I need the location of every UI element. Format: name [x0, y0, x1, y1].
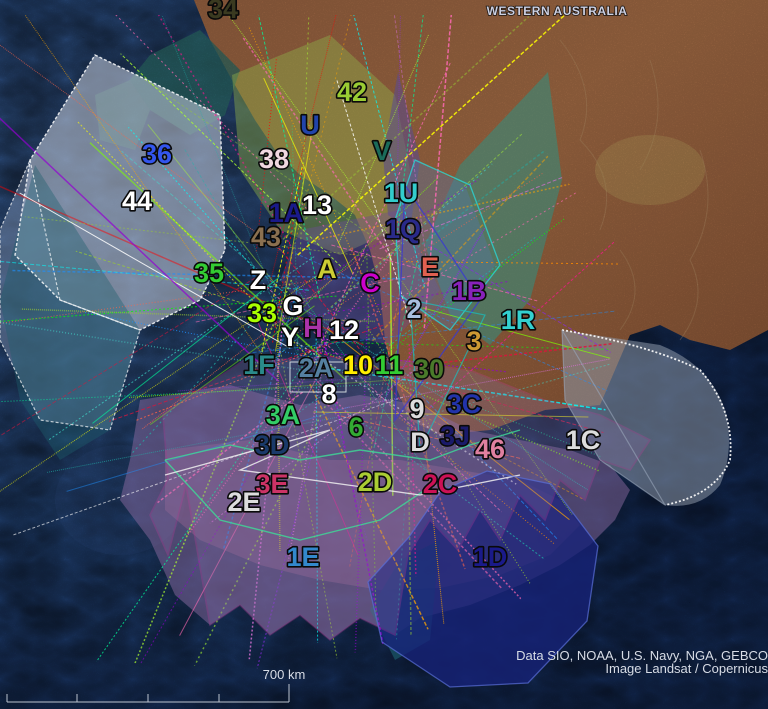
svg-text:700 km: 700 km	[263, 667, 306, 682]
svg-text:A: A	[317, 254, 337, 284]
svg-text:10: 10	[343, 350, 373, 380]
svg-text:U: U	[300, 110, 320, 140]
svg-text:3A: 3A	[266, 400, 301, 430]
svg-text:9: 9	[409, 394, 424, 424]
svg-text:42: 42	[337, 77, 367, 107]
svg-text:H: H	[303, 313, 323, 343]
svg-text:2: 2	[406, 294, 421, 324]
svg-text:6: 6	[348, 412, 363, 442]
svg-text:8: 8	[321, 379, 336, 409]
svg-text:1Q: 1Q	[385, 214, 421, 244]
svg-text:G: G	[282, 291, 303, 321]
svg-text:Image Landsat / Copernicus: Image Landsat / Copernicus	[605, 661, 768, 676]
svg-text:46: 46	[475, 434, 505, 464]
svg-text:D: D	[410, 427, 430, 457]
svg-text:30: 30	[414, 354, 444, 384]
svg-text:1E: 1E	[286, 542, 319, 572]
svg-text:1C: 1C	[566, 425, 601, 455]
svg-text:3D: 3D	[255, 430, 290, 460]
svg-text:2D: 2D	[358, 467, 393, 497]
svg-text:2C: 2C	[423, 469, 458, 499]
svg-text:WESTERN AUSTRALIA: WESTERN AUSTRALIA	[487, 4, 628, 18]
svg-text:2E: 2E	[227, 487, 260, 517]
svg-text:E: E	[421, 252, 439, 282]
svg-text:1R: 1R	[501, 305, 536, 335]
svg-text:33: 33	[247, 298, 277, 328]
svg-text:34: 34	[208, 0, 238, 24]
svg-text:C: C	[360, 268, 380, 298]
svg-text:44: 44	[122, 186, 152, 216]
svg-text:V: V	[373, 136, 391, 166]
svg-text:11: 11	[375, 350, 404, 380]
svg-text:1B: 1B	[452, 276, 487, 306]
svg-text:35: 35	[194, 258, 224, 288]
svg-text:3J: 3J	[440, 421, 470, 451]
svg-text:3C: 3C	[447, 389, 482, 419]
svg-text:Z: Z	[250, 265, 267, 295]
svg-text:38: 38	[259, 144, 289, 174]
svg-text:43: 43	[251, 222, 281, 252]
svg-text:1D: 1D	[473, 542, 508, 572]
svg-text:Y: Y	[281, 322, 299, 352]
svg-text:3: 3	[466, 326, 481, 356]
svg-text:12: 12	[329, 315, 359, 345]
svg-text:1F: 1F	[243, 350, 275, 380]
svg-text:13: 13	[302, 190, 332, 220]
svg-text:36: 36	[142, 139, 172, 169]
svg-text:1U: 1U	[384, 178, 419, 208]
